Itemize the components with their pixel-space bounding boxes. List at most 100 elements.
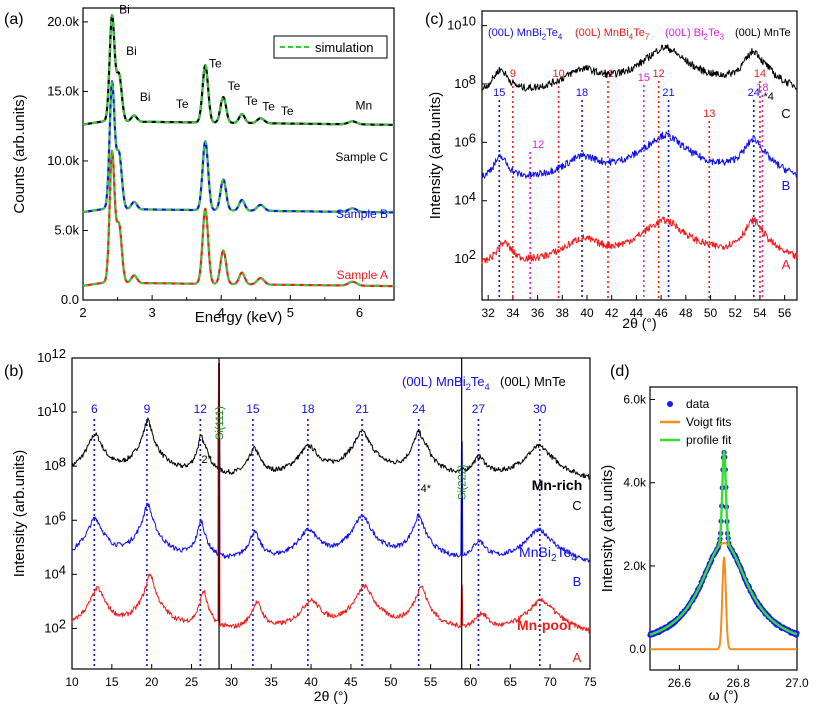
- y-tick-label-part: 10: [44, 512, 58, 527]
- x-tick-label: 55: [424, 675, 438, 689]
- marker-label: 27: [472, 402, 486, 416]
- xrd-zoom-scan-c: [481, 44, 798, 92]
- y-tick-label: 4.0k: [623, 476, 647, 490]
- y-tick-label-part: 10: [454, 193, 468, 208]
- x-tick-label: 10: [65, 675, 79, 689]
- x-tick-label: 46: [654, 306, 668, 320]
- peak-label: Bi: [119, 2, 130, 16]
- legend-entry-part: (00L) MnTe: [735, 27, 791, 39]
- legend-entry-part: 2: [542, 32, 546, 41]
- legend-entry-part: Te: [708, 27, 720, 39]
- x-tick-label: 50: [704, 306, 718, 320]
- legend-mnbi2te4-part: (00L) MnBi: [402, 374, 466, 389]
- y-tick-label: 15.0k: [47, 83, 79, 98]
- legend-text: simulation: [315, 40, 374, 55]
- legend-entry-part: (00L) MnBi: [488, 27, 542, 39]
- x-axis-label: ω (°): [709, 687, 739, 703]
- xrd-scan-b: [71, 362, 591, 563]
- panel-tag-a: (a): [4, 11, 24, 28]
- y-tick-label-part: 4: [469, 189, 476, 204]
- legend-entry-part: 4: [629, 32, 634, 41]
- x-tick-label: 3: [148, 305, 155, 320]
- mnbi2te4-marker-label: 15: [493, 87, 505, 99]
- simulation-sample-c: [82, 14, 395, 126]
- plot-frame: [82, 7, 395, 301]
- y-tick-label-part: 10: [44, 566, 58, 581]
- y-tick-label-part: 8: [469, 72, 476, 87]
- panel-tag-c: (c): [425, 11, 444, 28]
- y-tick-label: 10.0k: [47, 153, 79, 168]
- x-tick-label: 56: [778, 306, 792, 320]
- legend-mnbi2te4-part: 4: [485, 382, 490, 392]
- sample-letter: B: [782, 178, 791, 193]
- x-tick-label: 40: [580, 306, 594, 320]
- legend-mnbi2te4-part: Te: [471, 374, 485, 389]
- y-tick-label-part: 2: [59, 617, 66, 632]
- mnte-label: 4*: [421, 483, 432, 495]
- legend-box: [273, 35, 388, 59]
- mnbi2te4-marker-label: 21: [662, 87, 674, 99]
- y-tick-label: 0.0: [61, 292, 79, 307]
- y-tick-label: 106: [44, 508, 66, 527]
- bi2te3-marker-label: 15: [638, 72, 650, 84]
- panel-tag-d: (d): [610, 363, 630, 380]
- si-label: Si(222): [457, 465, 469, 500]
- legend-text: data: [686, 397, 710, 411]
- y-tick-label: 20.0k: [47, 14, 79, 29]
- sample-label: Sample A: [337, 268, 388, 282]
- bi2te3-marker-label: 12: [532, 139, 544, 151]
- legend-text: Voigt fits: [686, 415, 731, 429]
- y-tick-label-part: 10: [454, 76, 468, 91]
- y-axis-label: Intensity (arb.units): [599, 465, 616, 593]
- y-tick-label: 0.0: [629, 642, 646, 656]
- sample-name-part: MnBi: [519, 544, 551, 560]
- peak-label: Te: [209, 57, 222, 71]
- y-tick-label-part: 10: [44, 458, 58, 473]
- peak-label: Bi: [140, 90, 151, 104]
- plot-frame: [71, 357, 591, 670]
- simulation-sample-a: [82, 149, 395, 288]
- marker-label: 12: [194, 402, 208, 416]
- x-tick-label: 27.0: [785, 676, 809, 690]
- legend-swatch: [667, 401, 673, 407]
- mnte-marker-label: *4: [764, 91, 774, 103]
- y-tick-label-part: 2: [469, 247, 476, 262]
- legend-entry-part: (00L) MnBi: [575, 27, 629, 39]
- peak-label: Te: [176, 97, 189, 111]
- marker-label: 21: [355, 402, 369, 416]
- xrd-zoom-scan-b: [481, 131, 798, 179]
- x-tick-label: 36: [531, 306, 545, 320]
- y-tick-label-part: 6: [59, 508, 66, 523]
- x-tick-label: 34: [506, 306, 520, 320]
- sample-label: Sample C: [335, 150, 388, 164]
- simulation-sample-b: [82, 80, 395, 214]
- plot-frame: [481, 10, 798, 301]
- legend-entry-part: (00L) Bi: [665, 27, 704, 39]
- x-tick-label: 26.8: [727, 676, 751, 690]
- x-tick-label: 44: [630, 306, 644, 320]
- x-tick-label: 32: [481, 306, 495, 320]
- sample-name: Mn-poor: [517, 617, 574, 633]
- sample-name-part: Te: [557, 544, 572, 560]
- x-tick-label: 6: [356, 305, 363, 320]
- sample-letter: C: [572, 498, 581, 513]
- y-tick-label-part: 10: [454, 251, 468, 266]
- mnbi2te4-marker-label: 18: [576, 87, 588, 99]
- legend-entry: (00L) MnBi2Te4: [488, 27, 563, 41]
- marker-label: 24: [412, 402, 426, 416]
- peak-label: Te: [281, 104, 294, 118]
- x-axis-label: 2θ (°): [314, 688, 348, 704]
- mnbi2te4-marker-label: 24: [748, 87, 760, 99]
- y-tick-label: 1010: [37, 400, 66, 419]
- panel-a: 2 3 4 5 6 0.0 5.0k 10.0k 15.0k 20.0k Energy (keV) C…: [4, 2, 395, 326]
- y-tick-label: 106: [454, 130, 476, 149]
- marker-label: 30: [533, 402, 547, 416]
- xrd-scan-c: [71, 362, 591, 480]
- mnbi4te7-marker-label: 12: [653, 68, 665, 80]
- sample-label: Sample B: [336, 207, 388, 221]
- plot-frame: [649, 386, 798, 671]
- y-tick-label: 104: [454, 189, 476, 208]
- x-tick-label: 5: [287, 305, 294, 320]
- mnbi4te7-marker-label: 10: [552, 68, 564, 80]
- legend-entry-part: 2: [704, 32, 708, 41]
